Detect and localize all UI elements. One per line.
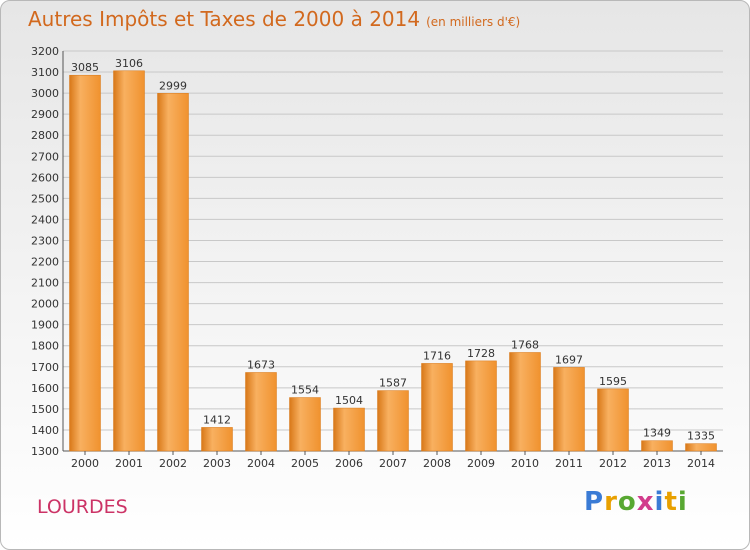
data-label-2014: 1335: [687, 430, 715, 443]
bar-2013: [641, 440, 673, 452]
y-tick-label: 2100: [31, 277, 59, 290]
bar-2001: [113, 70, 145, 452]
y-tick-label: 3000: [31, 87, 59, 100]
y-tick-label: 2600: [31, 171, 59, 184]
chart-subtitle: (en milliers d'€): [426, 15, 521, 29]
y-tick-label: 1900: [31, 319, 59, 332]
x-tick-label: 2012: [599, 457, 627, 470]
y-tick-label: 3200: [31, 45, 59, 58]
data-label-2009: 1728: [467, 347, 495, 360]
data-label-2001: 3106: [115, 57, 143, 70]
x-tick-label: 2011: [555, 457, 583, 470]
data-label-2006: 1504: [335, 394, 363, 407]
title-text: Autres Impôts et Taxes de 2000 à 2014: [28, 7, 421, 31]
bar-2012: [597, 388, 629, 452]
data-label-2010: 1768: [511, 338, 539, 351]
bar-2003: [201, 427, 233, 452]
y-tick-label: 1300: [31, 445, 59, 458]
data-label-2012: 1595: [599, 375, 627, 388]
bar-2005: [289, 397, 321, 452]
data-label-2005: 1554: [291, 384, 319, 397]
y-tick-label: 1600: [31, 382, 59, 395]
y-tick-label: 2800: [31, 129, 59, 142]
x-tick-label: 2013: [643, 457, 671, 470]
x-tick-label: 2003: [203, 457, 231, 470]
chart-title: Autres Impôts et Taxes de 2000 à 2014 (en…: [28, 7, 520, 31]
y-tick-label: 2700: [31, 150, 59, 163]
y-tick-label: 1500: [31, 403, 59, 416]
y-tick-label: 2900: [31, 108, 59, 121]
data-label-2011: 1697: [555, 353, 583, 366]
x-tick-label: 2008: [423, 457, 451, 470]
y-tick-label: 2500: [31, 192, 59, 205]
x-tick-label: 2004: [247, 457, 275, 470]
x-tick-label: 2010: [511, 457, 539, 470]
x-tick-label: 2002: [159, 457, 187, 470]
y-tick-label: 2400: [31, 213, 59, 226]
y-tick-label: 1400: [31, 424, 59, 437]
x-tick-label: 2001: [115, 457, 143, 470]
bar-2008: [421, 363, 453, 452]
bar-2002: [157, 93, 189, 452]
y-tick-label: 2000: [31, 298, 59, 311]
bar-2010: [509, 352, 541, 452]
y-tick-label: 1800: [31, 340, 59, 353]
y-tick-label: 3100: [31, 66, 59, 79]
bar-2007: [377, 390, 409, 452]
data-label-2013: 1349: [643, 427, 671, 440]
bar-2004: [245, 372, 277, 452]
bar-2011: [553, 367, 585, 452]
x-tick-label: 2005: [291, 457, 319, 470]
x-tick-label: 2000: [71, 457, 99, 470]
bar-2014: [685, 443, 717, 452]
x-tick-label: 2014: [687, 457, 715, 470]
y-tick-label: 1700: [31, 361, 59, 374]
data-label-2000: 3085: [71, 61, 99, 74]
data-label-2002: 2999: [159, 79, 187, 92]
bar-2009: [465, 360, 497, 452]
proxiti-logo: Proxiti: [584, 487, 688, 517]
x-tick-label: 2007: [379, 457, 407, 470]
y-tick-label: 2300: [31, 234, 59, 247]
x-tick-label: 2009: [467, 457, 495, 470]
data-label-2008: 1716: [423, 349, 451, 362]
place-name: LOURDES: [37, 496, 128, 518]
data-label-2004: 1673: [247, 358, 275, 371]
x-tick-label: 2006: [335, 457, 363, 470]
data-label-2007: 1587: [379, 377, 407, 390]
data-label-2003: 1412: [203, 413, 231, 426]
bar-2006: [333, 407, 365, 452]
y-tick-label: 2200: [31, 256, 59, 269]
bar-2000: [69, 74, 101, 452]
